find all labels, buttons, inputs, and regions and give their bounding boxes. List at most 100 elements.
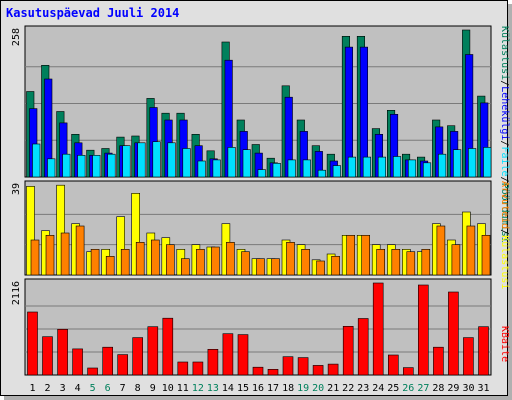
bottom-bar-KBaite-26 bbox=[402, 367, 414, 376]
x-label-2: 2 bbox=[44, 383, 50, 394]
top-bar-Faile-1 bbox=[32, 143, 41, 178]
bottom-bar-KBaite-20 bbox=[312, 365, 324, 376]
x-label-18: 18 bbox=[282, 383, 294, 394]
x-label-11: 11 bbox=[177, 383, 189, 394]
bottom-bar-KBaite-7 bbox=[117, 354, 128, 376]
middle-bar-Külastusi-7 bbox=[116, 216, 125, 276]
top-bar-Faile-12 bbox=[197, 160, 206, 178]
x-label-6: 6 bbox=[105, 383, 111, 394]
top-bar-Faile-21 bbox=[332, 165, 341, 178]
top-bar-Faile-11 bbox=[182, 148, 191, 178]
middle-bar-Arvuteid-26 bbox=[406, 251, 416, 276]
x-label-13: 13 bbox=[207, 383, 219, 394]
top-bar-Faile-7 bbox=[122, 145, 131, 178]
top-bar-Faile-4 bbox=[77, 155, 86, 178]
top-bar-Faile-29 bbox=[453, 149, 462, 178]
middle-bar-Arvuteid-25 bbox=[391, 249, 401, 276]
top-bar-Faile-6 bbox=[107, 153, 116, 178]
top-bar-Faile-31 bbox=[483, 147, 492, 178]
x-label-22: 22 bbox=[342, 383, 354, 394]
bottom-bar-KBaite-21 bbox=[327, 363, 339, 376]
bottom-bar-KBaite-31 bbox=[478, 326, 489, 376]
bottom-bar-KBaite-12 bbox=[192, 361, 204, 376]
x-label-24: 24 bbox=[372, 383, 384, 394]
middle-bar-Arvuteid-5 bbox=[90, 249, 100, 276]
top-bar-Faile-19 bbox=[302, 159, 311, 178]
middle-bar-Arvuteid-31 bbox=[481, 235, 491, 276]
middle-bar-Arvuteid-2 bbox=[45, 235, 55, 276]
middle-bar-Arvuteid-15 bbox=[241, 251, 250, 276]
bottom-bar-KBaite-18 bbox=[282, 356, 294, 376]
x-label-14: 14 bbox=[222, 383, 234, 394]
top-bar-Faile-30 bbox=[468, 148, 477, 178]
bottom-bar-KBaite-13 bbox=[207, 348, 219, 376]
bottom-bar-KBaite-3 bbox=[57, 328, 68, 376]
bottom-bar-KBaite-29 bbox=[448, 291, 459, 376]
middle-bar-Külastusi-1 bbox=[26, 186, 35, 276]
middle-bar-Arvuteid-13 bbox=[211, 246, 220, 276]
x-label-23: 23 bbox=[357, 383, 369, 394]
bottom-bar-KBaite-17 bbox=[267, 368, 279, 376]
bottom-legend: KBaite bbox=[499, 326, 510, 362]
bottom-bar-KBaite-14 bbox=[222, 333, 234, 376]
x-label-8: 8 bbox=[135, 383, 141, 394]
x-label-25: 25 bbox=[387, 383, 399, 394]
top-bar-Faile-10 bbox=[167, 142, 176, 178]
top-bar-Faile-3 bbox=[62, 153, 71, 178]
middle-bar-Arvuteid-12 bbox=[196, 249, 205, 276]
bottom-bar-KBaite-19 bbox=[297, 357, 309, 376]
bottom-bar-KBaite-23 bbox=[357, 318, 369, 376]
middle-bar-Arvuteid-8 bbox=[135, 242, 145, 276]
middle-bar-Arvuteid-30 bbox=[466, 225, 476, 276]
x-label-21: 21 bbox=[327, 383, 339, 394]
bottom-bar-KBaite-6 bbox=[102, 346, 113, 376]
frame-shadow-bottom bbox=[4, 396, 512, 400]
x-label-30: 30 bbox=[462, 383, 474, 394]
middle-bar-Arvuteid-6 bbox=[105, 255, 115, 276]
x-axis-labels: 1 2 3 4 5 6 7 8 9 10 11 12 13 14 15 16 17 18 19 20 21 22 23 24 2… bbox=[29, 383, 489, 394]
bottom-bar-KBaite-4 bbox=[72, 348, 83, 376]
bottom-bar-KBaite-9 bbox=[147, 326, 159, 376]
legend-sep-2: / bbox=[499, 140, 510, 146]
legend-lehekulgi: Lehekülgi bbox=[499, 86, 510, 140]
middle-bar-Arvuteid-17 bbox=[271, 258, 280, 276]
x-label-5: 5 bbox=[90, 383, 96, 394]
top-legend: Külastusi/Lehekülgi/Faile/Pöördumisi bbox=[499, 26, 510, 243]
top-bar-Faile-28 bbox=[438, 153, 447, 178]
top-bar-Faile-18 bbox=[287, 159, 296, 178]
bottom-bar-KBaite-16 bbox=[252, 366, 264, 376]
x-label-12: 12 bbox=[192, 383, 204, 394]
top-bar-Faile-16 bbox=[257, 169, 266, 178]
middle-bar-Arvuteid-21 bbox=[331, 255, 340, 276]
top-ymax-label: 258 bbox=[11, 28, 22, 46]
middle-bar-Külastusi-3 bbox=[56, 184, 65, 276]
x-label-7: 7 bbox=[120, 383, 126, 394]
x-label-9: 9 bbox=[150, 383, 156, 394]
x-label-3: 3 bbox=[60, 383, 66, 394]
bottom-bar-KBaite-28 bbox=[433, 346, 444, 376]
top-bar-Faile-2 bbox=[47, 158, 56, 178]
top-bar-Faile-23 bbox=[362, 156, 372, 178]
top-bar-Faile-24 bbox=[377, 156, 387, 178]
top-bar-Faile-14 bbox=[227, 147, 236, 178]
top-bar-Faile-8 bbox=[137, 142, 146, 178]
bottom-bar-KBaite-2 bbox=[42, 336, 53, 376]
bottom-bar-KBaite-11 bbox=[177, 361, 189, 376]
top-bar-Faile-15 bbox=[242, 149, 251, 178]
bottom-bar-KBaite-25 bbox=[387, 354, 399, 376]
middle-bar-Arvuteid-22 bbox=[346, 235, 356, 276]
x-label-20: 20 bbox=[312, 383, 324, 394]
middle-bar-Arvuteid-4 bbox=[75, 225, 85, 276]
frame-shadow-right bbox=[508, 4, 512, 400]
top-bar-Faile-13 bbox=[212, 159, 221, 178]
x-label-15: 15 bbox=[237, 383, 249, 394]
middle-bar-Külastusi-8 bbox=[131, 193, 140, 276]
middle-bar-Arvuteid-7 bbox=[120, 249, 130, 276]
legend-poordumisi: Pöördumisi bbox=[499, 183, 510, 243]
middle-bar-Arvuteid-23 bbox=[361, 235, 371, 276]
bottom-bar-KBaite-27 bbox=[417, 284, 429, 376]
chart-title: Kasutuspäevad Juuli 2014 bbox=[6, 6, 180, 20]
x-label-1: 1 bbox=[29, 383, 35, 394]
middle-bar-Arvuteid-27 bbox=[421, 249, 431, 276]
